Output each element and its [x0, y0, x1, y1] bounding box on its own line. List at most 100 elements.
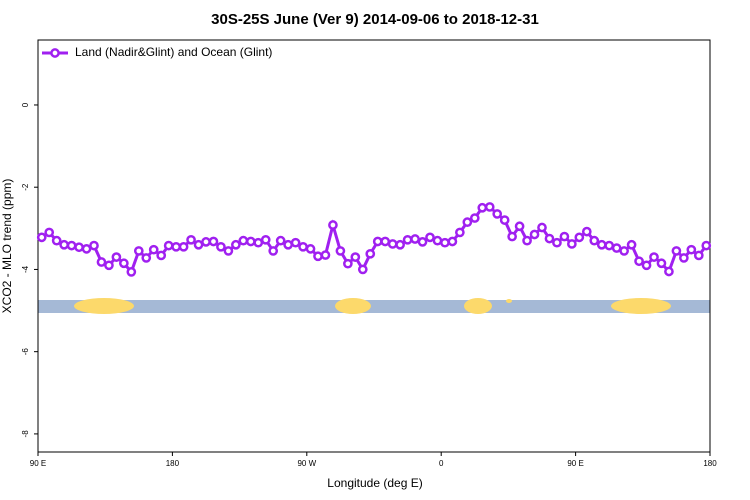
data-point [238, 235, 249, 246]
data-point [313, 251, 323, 262]
x-tick-label: 0 [439, 459, 444, 468]
data-point [245, 236, 256, 247]
data-point [567, 239, 577, 249]
data-point [611, 243, 622, 253]
data-point [335, 246, 346, 256]
data-point [275, 235, 286, 246]
data-point [89, 240, 99, 251]
data-point [574, 232, 585, 243]
data-point [701, 240, 712, 251]
data-point [529, 229, 540, 240]
data-point [104, 260, 114, 271]
data-point [163, 240, 174, 251]
data-point [514, 221, 525, 232]
x-tick-label: 90 W [297, 459, 316, 468]
y-tick-label: -2 [21, 183, 30, 191]
land-patch [611, 298, 671, 314]
y-tick-label: -6 [21, 348, 30, 356]
data-point [305, 244, 316, 254]
x-tick-label: 180 [703, 459, 717, 468]
data-point [604, 240, 615, 251]
data-point [216, 241, 226, 252]
data-point [156, 250, 167, 261]
data-point [74, 242, 84, 253]
data-point [96, 257, 107, 267]
data-point [283, 239, 293, 250]
legend-marker [50, 48, 60, 58]
data-point [372, 236, 383, 247]
data-point [36, 232, 47, 243]
data-point [589, 235, 600, 246]
data-point [649, 252, 659, 262]
y-tick-label: 0 [21, 102, 30, 107]
data-point [537, 222, 547, 233]
data-point [552, 237, 562, 248]
data-point [66, 240, 77, 251]
land-patch [335, 298, 371, 314]
data-point [641, 260, 652, 271]
data-point [44, 227, 55, 238]
data-point [492, 209, 503, 219]
data-point [350, 252, 361, 262]
data-point [81, 244, 92, 254]
chart-title: 30S-25S June (Ver 9) 2014-09-06 to 2018-… [211, 11, 539, 28]
data-point [208, 236, 219, 247]
data-point [111, 252, 122, 262]
y-axis-label: XCO2 - MLO trend (ppm) [0, 179, 14, 314]
data-point [656, 258, 667, 269]
data-point [320, 250, 331, 260]
land-patch [464, 298, 492, 314]
data-point [126, 267, 137, 277]
data-point [410, 234, 420, 244]
data-point [171, 241, 181, 252]
land-ocean-band [38, 298, 710, 314]
data-point [119, 258, 129, 269]
data-point [499, 215, 510, 225]
data-point [522, 235, 532, 246]
legend-label: Land (Nadir&Glint) and Ocean (Glint) [75, 45, 272, 59]
data-point [133, 246, 144, 256]
data-point [365, 248, 376, 259]
data-point [679, 253, 689, 263]
data-point [148, 244, 159, 255]
data-point [290, 237, 301, 248]
data-point [178, 241, 189, 252]
data-point [484, 202, 495, 212]
data-point [477, 202, 488, 213]
data-point [559, 231, 570, 242]
data-point [693, 250, 704, 261]
data-point [440, 237, 450, 248]
land-patch [506, 299, 512, 303]
data-point [402, 234, 413, 245]
data-point [298, 241, 308, 252]
data-point [223, 246, 234, 256]
x-axis-label: Longitude (deg E) [327, 476, 422, 490]
data-point [447, 236, 458, 247]
data-point [425, 232, 435, 243]
data-point [634, 256, 644, 267]
data-point [51, 235, 62, 246]
data-point [231, 239, 241, 250]
data-point [201, 237, 211, 247]
x-tick-label: 90 E [30, 459, 46, 468]
land-patch [74, 298, 134, 314]
data-point [432, 235, 443, 246]
data-point [686, 244, 697, 255]
data-point [253, 237, 264, 248]
x-tick-label: 90 E [567, 459, 583, 468]
data-point [619, 246, 629, 256]
data-point [417, 237, 428, 247]
data-point [380, 236, 391, 247]
data-point [343, 258, 353, 269]
data-point [59, 239, 69, 250]
data-point [268, 246, 279, 256]
data-point [596, 239, 607, 250]
data-point [455, 227, 465, 238]
data-point [507, 231, 517, 242]
y-tick-label: -8 [21, 430, 30, 438]
ocean-band [38, 300, 710, 313]
data-point [141, 253, 152, 263]
y-tick-label: -4 [21, 265, 30, 273]
data-point [387, 239, 398, 249]
